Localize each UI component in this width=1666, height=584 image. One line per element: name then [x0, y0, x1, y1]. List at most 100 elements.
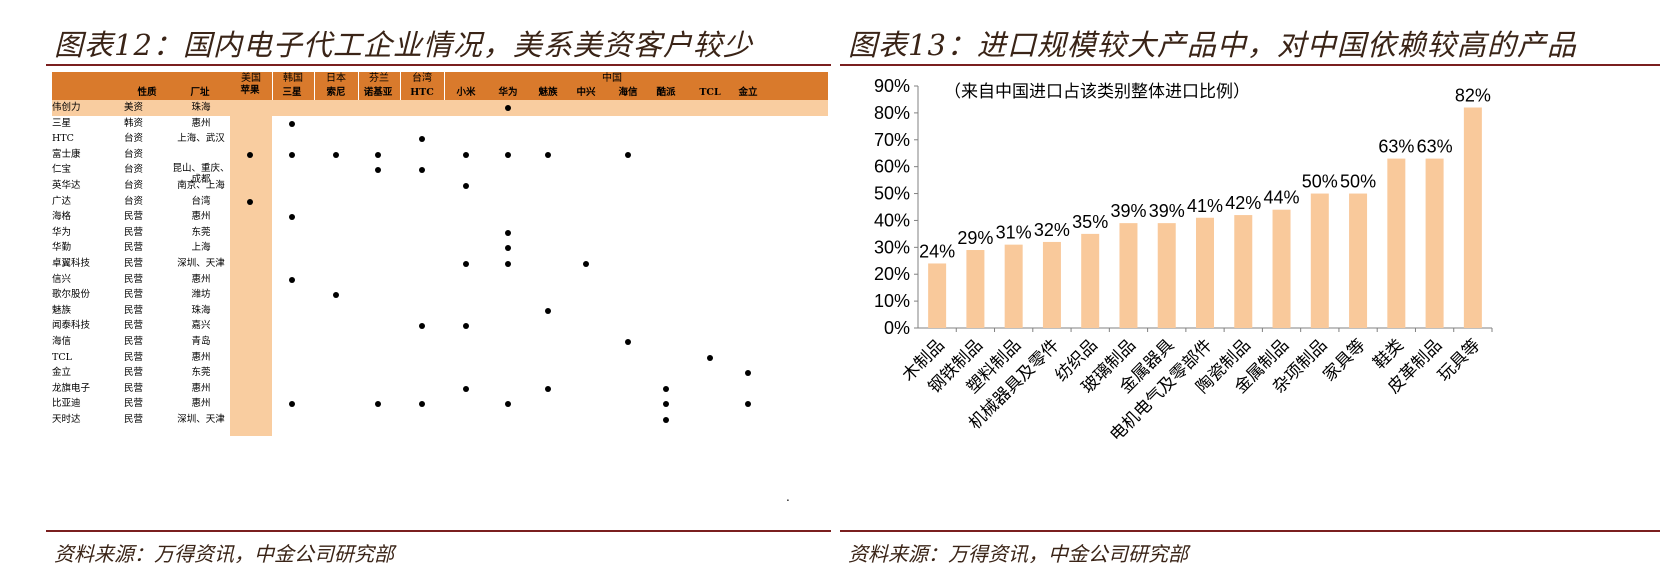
row-site: 台湾 [191, 195, 211, 207]
supplier-mark-dot [419, 401, 425, 408]
table-header-band [52, 72, 828, 100]
supplier-mark-dot [375, 151, 381, 158]
row-company: HTC [52, 133, 74, 145]
figure-13-title: 图表13：进口规模较大产品中，对中国依赖较高的产品 [848, 28, 1577, 62]
row-highlight [272, 100, 828, 116]
row-site: 南京、上海 [177, 180, 225, 191]
bar-value-label: 50% [1340, 172, 1376, 192]
figure-12-source: 资料来源：万得资讯，中金公司研究部 [54, 542, 394, 566]
bar [1196, 217, 1214, 328]
supplier-mark-dot [247, 151, 253, 158]
column-header: HTC [410, 87, 434, 98]
y-tick-label: 20% [874, 264, 910, 284]
bar-value-label: 39% [1110, 201, 1146, 221]
row-type: 民营 [124, 367, 144, 379]
row-type: 民营 [124, 258, 144, 269]
supplier-mark-dot [463, 183, 469, 189]
column-header: 海信 [618, 87, 638, 98]
column-header: TCL [699, 87, 721, 98]
column-header: 华为 [498, 87, 518, 98]
column-header: 性质 [137, 87, 157, 98]
bar-value-label: 24% [919, 241, 955, 261]
supplier-mark-dot [419, 323, 425, 330]
row-site: 潍坊 [191, 289, 211, 301]
source-rule [840, 530, 1660, 532]
figure-12-title: 图表12：国内电子代工企业情况，美系美资客户较少 [54, 28, 753, 62]
supplier-mark-dot [289, 401, 295, 408]
row-type: 台资 [124, 133, 144, 145]
row-company: 魅族 [52, 304, 72, 316]
row-site: 珠海 [191, 102, 211, 113]
chart-annotation: （来自中国进口占该类别整体进口比例） [944, 82, 1250, 102]
bar [1157, 223, 1176, 328]
y-tick-label: 80% [874, 103, 910, 123]
row-type: 民营 [124, 320, 144, 332]
supplier-mark-dot [745, 401, 751, 408]
left-figure: 图表12：国内电子代工企业情况，美系美资客户较少 美国 韩国 日本 芬兰 台湾 中国 性质厂… [46, 28, 831, 566]
supplier-mark-dot [375, 401, 381, 408]
row-company: 仁宝 [52, 164, 72, 176]
bar-value-label: 31% [996, 223, 1032, 243]
row-company: 三星 [52, 117, 72, 129]
supplier-mark-dot [463, 385, 469, 392]
x-category-label: 玩具等 [1434, 335, 1484, 385]
row-site: 深圳、天津 [177, 414, 225, 425]
header-divider [400, 72, 401, 100]
y-tick-label: 70% [874, 130, 910, 150]
supplier-mark-dot [745, 370, 751, 377]
country-header: 中国 [602, 73, 622, 84]
row-site: 青岛 [191, 336, 211, 347]
row-site: 东莞 [191, 367, 211, 379]
title-rule [840, 64, 1660, 66]
header-divider [314, 72, 315, 100]
supplier-mark-dot [463, 323, 469, 330]
country-header: 芬兰 [369, 73, 389, 84]
supplier-mark-dot [289, 151, 295, 158]
column-header: 酷派 [656, 87, 676, 98]
supplier-mark-dot [375, 167, 381, 174]
bar-value-label: 82% [1455, 86, 1491, 106]
supplier-mark-dot [505, 245, 511, 252]
bar-value-label: 39% [1149, 201, 1185, 221]
supplier-mark-dot [247, 198, 253, 205]
y-tick-label: 90% [874, 76, 910, 96]
y-tick-label: 50% [874, 184, 910, 204]
row-type: 民营 [124, 351, 144, 363]
y-tick-label: 30% [874, 237, 910, 257]
supplier-mark-dot [707, 354, 713, 361]
bar [1234, 215, 1253, 328]
row-company: TCL [52, 351, 72, 363]
header-divider [272, 72, 273, 100]
supplier-mark-dot [663, 385, 669, 392]
bar [1042, 241, 1061, 328]
bar [1425, 158, 1444, 328]
country-header: 日本 [326, 73, 346, 84]
y-tick-label: 40% [874, 210, 910, 230]
supplier-mark-dot [505, 401, 511, 408]
bar [1349, 193, 1368, 328]
bar [1310, 193, 1329, 328]
row-type: 台资 [124, 164, 144, 176]
header-divider [444, 72, 445, 100]
bar [966, 250, 985, 328]
column-header: 索尼 [326, 87, 346, 98]
bar-value-label: 63% [1378, 137, 1414, 157]
supplier-mark-dot [545, 307, 551, 314]
supplier-mark-dot [663, 417, 669, 423]
row-site: 惠州 [191, 273, 211, 285]
supplier-mark-dot [505, 229, 511, 236]
row-company: 闻泰科技 [52, 320, 91, 332]
row-site: 上海、武汉 [177, 133, 225, 145]
row-type: 民营 [124, 304, 144, 316]
supplier-mark-dot [505, 151, 511, 158]
row-company: 华勤 [52, 242, 72, 254]
bar [928, 263, 947, 328]
supplier-mark-dot [419, 136, 425, 143]
row-site: 昆山、重庆、成都 [172, 163, 230, 186]
row-company: 金立 [52, 367, 72, 379]
row-company: 比亚迪 [52, 398, 81, 410]
row-type: 民营 [124, 289, 144, 301]
y-tick-label: 60% [874, 157, 910, 177]
bar-value-label: 41% [1187, 196, 1223, 216]
row-type: 民营 [124, 242, 144, 254]
